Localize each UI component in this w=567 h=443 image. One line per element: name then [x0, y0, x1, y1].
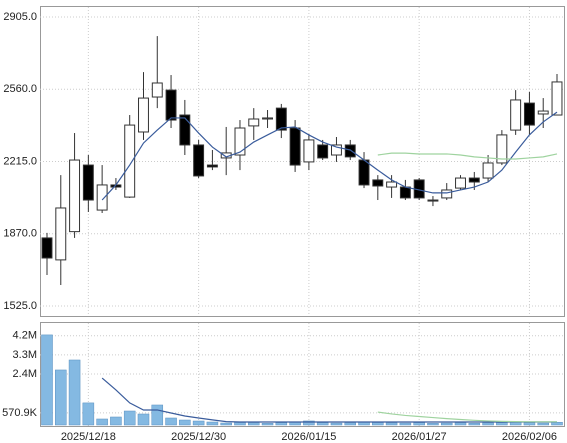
volume-bar: [303, 420, 315, 426]
candle-body: [165, 89, 177, 121]
candle-body: [248, 118, 260, 127]
volume-bar: [137, 413, 150, 426]
volume-bar: [179, 419, 191, 426]
y-tick-label: 2560.0: [3, 83, 37, 95]
candle-body: [427, 199, 439, 202]
moving-average-line: [377, 411, 557, 423]
volume-bar: [496, 422, 508, 426]
candle-body: [468, 177, 480, 183]
candle-body: [358, 159, 370, 186]
y-tick-label: 2905.0: [3, 11, 37, 23]
candle-body: [96, 184, 108, 211]
x-tick-label: 2025/12/18: [61, 431, 116, 443]
candle-body: [138, 97, 149, 133]
volume-bar: [372, 422, 384, 426]
volume-bar: [413, 422, 425, 426]
volume-bar: [82, 402, 95, 426]
moving-average-line: [101, 377, 557, 423]
x-tick-label: 2026/01/15: [281, 431, 336, 443]
volume-bar: [537, 422, 549, 426]
y-tick-label: 4.2M: [13, 330, 37, 342]
candle-body: [275, 107, 287, 131]
candle-body: [262, 117, 274, 120]
candle-body: [303, 139, 315, 163]
candle-body: [344, 144, 356, 158]
volume-bar: [192, 420, 205, 426]
candle-body: [179, 114, 191, 146]
candle-body: [206, 164, 218, 168]
volume-bar: [330, 422, 343, 426]
candle-body: [193, 144, 205, 177]
volume-bar: [247, 422, 260, 426]
candle-body: [317, 144, 329, 159]
candle-body: [510, 99, 522, 131]
candle-body: [330, 144, 342, 156]
price-panel: [40, 6, 565, 317]
volume-bar: [220, 422, 232, 426]
candle-body: [441, 189, 453, 199]
candle-body: [399, 186, 411, 199]
volume-bar: [289, 421, 301, 426]
y-tick-label: 1525.0: [3, 300, 37, 312]
candle-body: [551, 81, 563, 116]
volume-bar: [123, 410, 136, 426]
y-tick-label: 570.9K: [2, 407, 38, 419]
volume-bar: [440, 422, 453, 426]
volume-bar: [151, 404, 164, 426]
x-tick-label: 2025/12/30: [171, 431, 226, 443]
x-tick-label: 2026/02/06: [502, 431, 557, 443]
volume-bar: [234, 422, 246, 426]
volume-bar: [165, 417, 177, 426]
candle-body: [82, 164, 94, 201]
volume-bar: [551, 421, 563, 426]
volume-bar: [41, 334, 53, 426]
candle-body: [55, 207, 67, 261]
volume-bar: [68, 359, 81, 426]
x-tick-label: 2026/01/27: [392, 431, 447, 443]
volume-bar: [427, 423, 439, 426]
candle-body: [386, 181, 398, 188]
y-tick-label: 3.3M: [13, 349, 37, 361]
volume-bar: [399, 422, 412, 426]
candle-body: [523, 102, 535, 126]
volume-bar: [385, 422, 398, 426]
candle-body: [289, 127, 301, 166]
volume-bar: [96, 418, 108, 426]
candle-body: [482, 162, 494, 179]
candle-body: [496, 134, 508, 164]
volume-bar: [523, 422, 536, 426]
volume-bar: [344, 422, 357, 426]
volume-bar: [316, 422, 329, 426]
volume-bar: [454, 422, 467, 426]
candle-body: [151, 82, 163, 98]
y-tick-label: 2.4M: [13, 368, 37, 380]
volume-bar: [110, 416, 122, 426]
volume-bar: [206, 421, 219, 426]
volume-panel: [40, 322, 565, 427]
volume-bar: [261, 423, 274, 426]
candle-body: [372, 179, 384, 187]
y-tick-label: 2215.0: [3, 155, 37, 167]
y-tick-label: 1870.0: [3, 228, 37, 240]
volume-bar: [55, 369, 67, 426]
moving-average-line: [101, 111, 558, 201]
candle-body: [234, 127, 246, 156]
candle-body: [69, 159, 81, 233]
volume-bar: [275, 422, 288, 426]
volume-bar: [482, 422, 494, 426]
volume-bar: [468, 423, 481, 426]
candle-body: [41, 237, 53, 259]
moving-average-line: [377, 152, 558, 160]
candle-body: [124, 124, 136, 198]
candle-body: [537, 110, 549, 115]
candle-body: [455, 177, 466, 189]
